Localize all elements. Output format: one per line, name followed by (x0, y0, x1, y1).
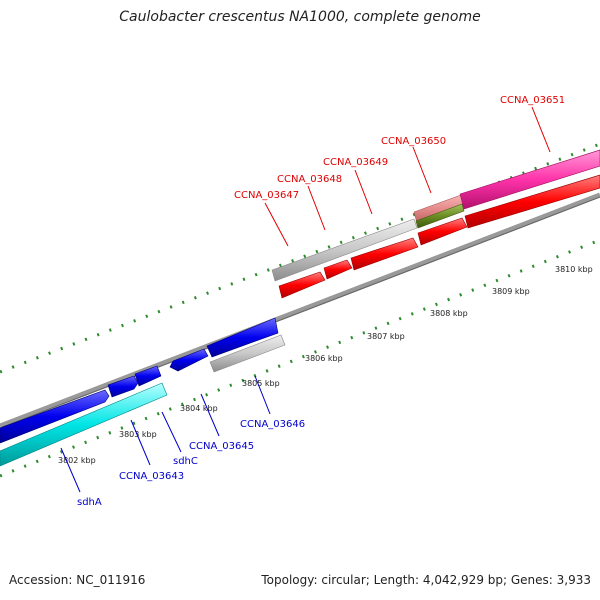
scale-tick-ring (0, 238, 600, 478)
scale-label-3808: 3808 kbp (430, 309, 468, 318)
cds-ccna-03647[interactable] (278, 271, 326, 299)
scale-label-3804: 3804 kbp (180, 404, 218, 413)
label-ccna-03650: CCNA_03650 (381, 136, 446, 147)
cds-ccna-03649[interactable] (350, 237, 419, 271)
scale-labels: 3802 kbp 3803 kbp 3804 kbp 3805 kbp 3806… (58, 265, 593, 465)
upper-gene-labels: CCNA_03647 CCNA_03648 CCNA_03649 CCNA_03… (234, 95, 565, 247)
label-ccna-03649: CCNA_03649 (323, 157, 388, 168)
gray-feature-upper[interactable] (271, 218, 418, 282)
scale-label-3802: 3802 kbp (58, 456, 96, 465)
accession-text: Accession: NC_011916 (9, 573, 146, 587)
gray-feature-lower[interactable] (209, 334, 286, 373)
scale-label-3810: 3810 kbp (555, 265, 593, 274)
cds-ccna-03646[interactable] (206, 317, 279, 358)
genome-stats-text: Topology: circular; Length: 4,042,929 bp… (261, 573, 591, 587)
cds-ccna-03643[interactable] (107, 375, 139, 398)
scale-label-3806: 3806 kbp (305, 354, 343, 363)
cds-sdha[interactable] (0, 389, 110, 444)
label-ccna-03646: CCNA_03646 (240, 419, 305, 430)
scale-label-3803: 3803 kbp (119, 430, 157, 439)
label-sdhc: sdhC (173, 456, 198, 467)
magenta-feature[interactable] (459, 149, 600, 210)
scale-label-3807: 3807 kbp (367, 332, 405, 341)
label-ccna-03643: CCNA_03643 (119, 471, 184, 482)
lower-gene-labels: sdhA CCNA_03643 sdhC CCNA_03645 CCNA_036… (60, 375, 305, 508)
cds-ccna-03650[interactable] (417, 217, 468, 246)
olive-feature-segment[interactable] (415, 203, 465, 229)
cds-sdhc[interactable] (134, 365, 162, 387)
scale-label-3809: 3809 kbp (492, 287, 530, 296)
cds-ccna-03645[interactable] (169, 348, 209, 372)
cyan-feature[interactable] (0, 382, 168, 467)
label-ccna-03648: CCNA_03648 (277, 174, 342, 185)
label-ccna-03647: CCNA_03647 (234, 190, 299, 201)
label-sdha: sdhA (77, 497, 102, 508)
backbone-ring (0, 192, 600, 429)
label-ccna-03651: CCNA_03651 (500, 95, 565, 106)
label-ccna-03645: CCNA_03645 (189, 441, 254, 452)
cds-ccna-03648[interactable] (323, 259, 353, 280)
map-title: Caulobacter crescentus NA1000, complete … (119, 9, 481, 25)
cds-ccna-03651[interactable] (464, 174, 600, 229)
scale-label-3805: 3805 kbp (242, 379, 280, 388)
